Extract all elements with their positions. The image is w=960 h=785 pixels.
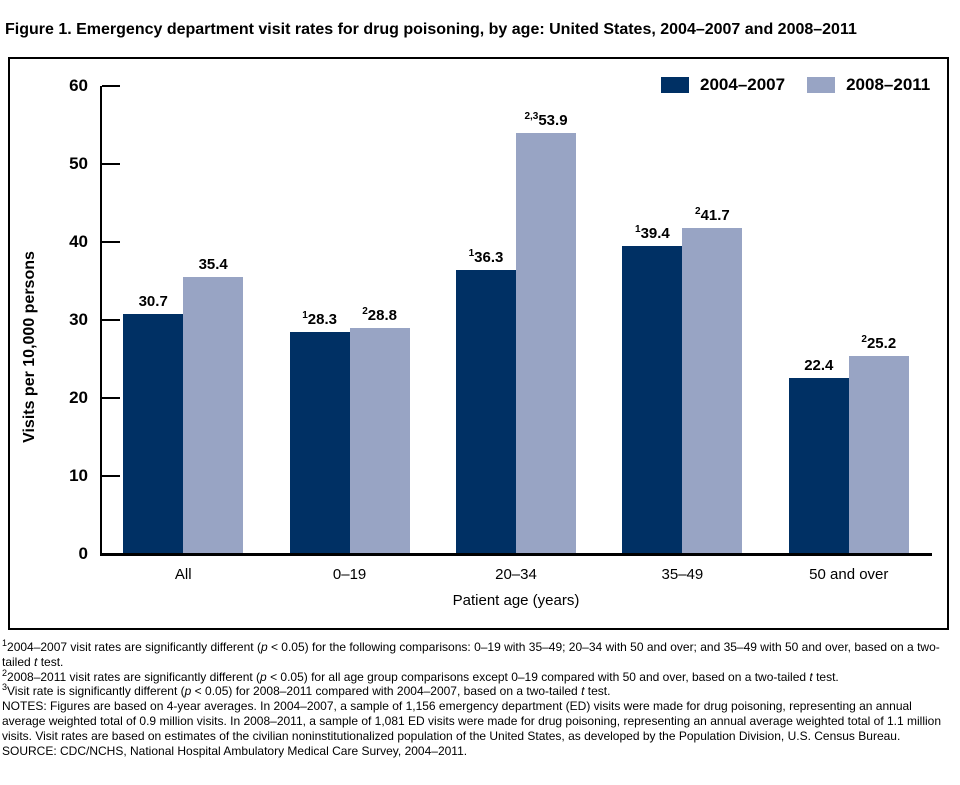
x-tick-label: 0–19	[332, 566, 367, 583]
bar-2004-2007	[622, 246, 683, 553]
y-tick	[102, 397, 120, 399]
legend-label: 2008–2011	[846, 75, 931, 94]
bar-2008-2011	[848, 356, 909, 553]
x-tick-label: All	[174, 566, 192, 583]
footnotes: 12004–2007 visit rates are significantly…	[2, 638, 955, 758]
y-axis-line	[100, 86, 102, 555]
footnote-3: 3Visit rate is significantly different (…	[2, 682, 611, 699]
y-tick	[102, 319, 120, 321]
bar-2004-2007	[788, 378, 849, 553]
y-tick-label: 50	[69, 154, 88, 173]
x-axis-title: Patient age (years)	[452, 592, 580, 609]
notes: NOTES: Figures are based on 4-year avera…	[2, 699, 942, 743]
bar-2004-2007	[123, 314, 184, 553]
y-tick	[102, 163, 120, 165]
footnote-2: 22008–2011 visit rates are significantly…	[2, 667, 839, 684]
source: SOURCE: CDC/NCHS, National Hospital Ambu…	[2, 743, 468, 758]
y-tick	[102, 241, 120, 243]
legend-swatch	[807, 77, 836, 93]
bar-value-label: 30.7	[138, 293, 168, 310]
y-tick	[102, 475, 120, 477]
y-tick-label: 10	[69, 466, 88, 485]
figure-title: Figure 1. Emergency department visit rat…	[5, 21, 857, 38]
legend: 2004–2007 2008–2011	[661, 75, 930, 95]
plot-area: Visits per 10,000 persons 0 10 20 30 40 50 60 3…	[21, 76, 932, 583]
legend-swatch	[661, 77, 689, 93]
y-axis-title: Visits per 10,000 persons	[21, 251, 38, 443]
bar-2004-2007	[456, 270, 516, 553]
bar-value-label: 128.3	[302, 310, 337, 329]
bar-value-label: 35.4	[198, 256, 228, 273]
x-tick-label: 35–49	[661, 566, 704, 583]
bar-2008-2011	[516, 133, 576, 553]
bar-value-label: 2,353.9	[524, 111, 568, 130]
bar-value-label: 228.8	[362, 306, 397, 325]
bar-2008-2011	[682, 228, 743, 553]
y-tick-label: 30	[69, 310, 88, 329]
bar-value-label: 22.4	[804, 357, 834, 374]
y-tick-label: 40	[69, 232, 88, 251]
chart-frame: 2004–2007 2008–2011 Visits per 10,000 per…	[8, 57, 949, 630]
x-axis-line	[100, 553, 932, 556]
y-tick-label: 20	[69, 388, 88, 407]
bar-value-label: 136.3	[468, 248, 504, 267]
y-tick-label: 60	[69, 76, 88, 95]
y-tick-label: 0	[78, 544, 88, 563]
bar-value-label: 225.2	[861, 334, 897, 353]
legend-item: 2004–2007	[661, 75, 785, 95]
bar-2004-2007	[289, 332, 350, 553]
bar-2008-2011	[183, 277, 244, 553]
bar-2008-2011	[349, 328, 410, 553]
legend-item: 2008–2011	[807, 75, 930, 95]
bar-value-label: 241.7	[695, 206, 730, 225]
bar-value-label: 139.4	[635, 224, 670, 243]
y-tick	[102, 85, 120, 87]
legend-label: 2004–2007	[700, 75, 786, 94]
x-tick-label: 50 and over	[809, 566, 889, 583]
footnote-1: 12004–2007 visit rates are significantly…	[2, 638, 940, 669]
x-tick-label: 20–34	[495, 566, 537, 583]
